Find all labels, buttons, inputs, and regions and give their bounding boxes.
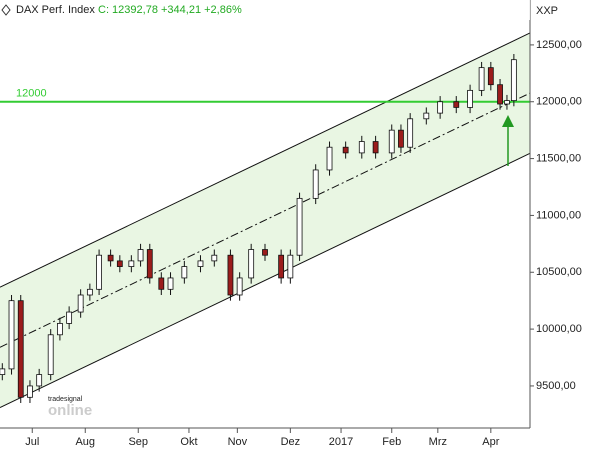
y-tick-label: 12500,00 (536, 39, 582, 51)
y-tick-label: 12000,00 (536, 96, 582, 108)
candle-body (146, 249, 153, 279)
chart-title: DAX Perf. Index (16, 4, 95, 16)
x-tick-label: Apr (482, 436, 499, 448)
candle-body (181, 266, 188, 279)
candle-body (407, 118, 414, 148)
candle-body (478, 67, 485, 91)
candle-body (27, 385, 33, 398)
annotation-arrowhead (502, 115, 514, 127)
header-bg (0, 0, 530, 20)
candle-body (36, 374, 43, 387)
x-tick-label: Okt (180, 436, 197, 448)
candle-body (510, 59, 517, 102)
candle-body (372, 141, 379, 154)
candle-body (227, 254, 234, 296)
candle-body (453, 101, 460, 108)
candle-body (211, 254, 218, 262)
candle-body (128, 260, 135, 267)
y-tick-label: 10000,00 (536, 323, 582, 335)
candle-body (96, 254, 102, 290)
y-tick-label: 11500,00 (536, 152, 581, 164)
x-tick-label: Aug (75, 436, 95, 448)
candle-body (358, 141, 365, 154)
candle-body (158, 277, 165, 290)
candle-body (0, 368, 6, 375)
x-tick-label: Feb (382, 436, 401, 448)
y-axis-label: XXP (536, 5, 558, 17)
candle-body (423, 112, 430, 120)
candle-body (107, 254, 114, 262)
y-tick-label: 11000,00 (536, 209, 581, 221)
x-tick-label: Jul (25, 436, 39, 448)
candle-body (296, 197, 303, 256)
candle-body (197, 260, 204, 267)
x-tick-label: Nov (228, 436, 248, 448)
x-tick-label: 2017 (329, 436, 353, 448)
candle-body (278, 254, 285, 279)
channel-middle (0, 92, 531, 348)
candle-body (504, 100, 510, 105)
candle-body (467, 89, 473, 108)
candle-body (116, 260, 123, 267)
watermark: tradesignal (48, 396, 83, 403)
quote: C: 12392,78 +344,21 +2,86% (98, 4, 242, 16)
candle-body (497, 84, 503, 105)
candle-body (86, 288, 93, 296)
candle-body (312, 169, 319, 199)
watermark: online (48, 402, 92, 419)
candle-body (398, 129, 404, 148)
candle-body (248, 249, 255, 279)
candle-body (77, 294, 84, 313)
candle-body (137, 249, 144, 262)
x-tick-label: Dez (281, 436, 301, 448)
y-tick-label: 9500,00 (536, 380, 576, 392)
channel-lower (0, 152, 531, 408)
candle-body (236, 277, 243, 296)
candle-body (17, 300, 24, 398)
candle-body (342, 146, 349, 154)
y-tick-label: 10500,00 (536, 266, 582, 278)
candle-body (326, 146, 333, 171)
x-tick-label: Mrz (429, 436, 447, 448)
candle-body (287, 254, 294, 279)
icon (1, 4, 11, 16)
plot-area: 12000 (0, 32, 531, 408)
horizontal-line-label: 12000 (16, 88, 47, 100)
candle-body (66, 311, 73, 324)
candle-body (388, 129, 395, 154)
candle-body (57, 323, 63, 336)
candle-body (167, 277, 174, 290)
x-tick-label: Sep (128, 436, 148, 448)
candle-body (47, 334, 54, 375)
candle-body (437, 101, 444, 114)
channel-upper (0, 32, 531, 288)
candle-body (262, 249, 268, 256)
candle-body (8, 300, 15, 370)
candle-body (487, 67, 494, 86)
